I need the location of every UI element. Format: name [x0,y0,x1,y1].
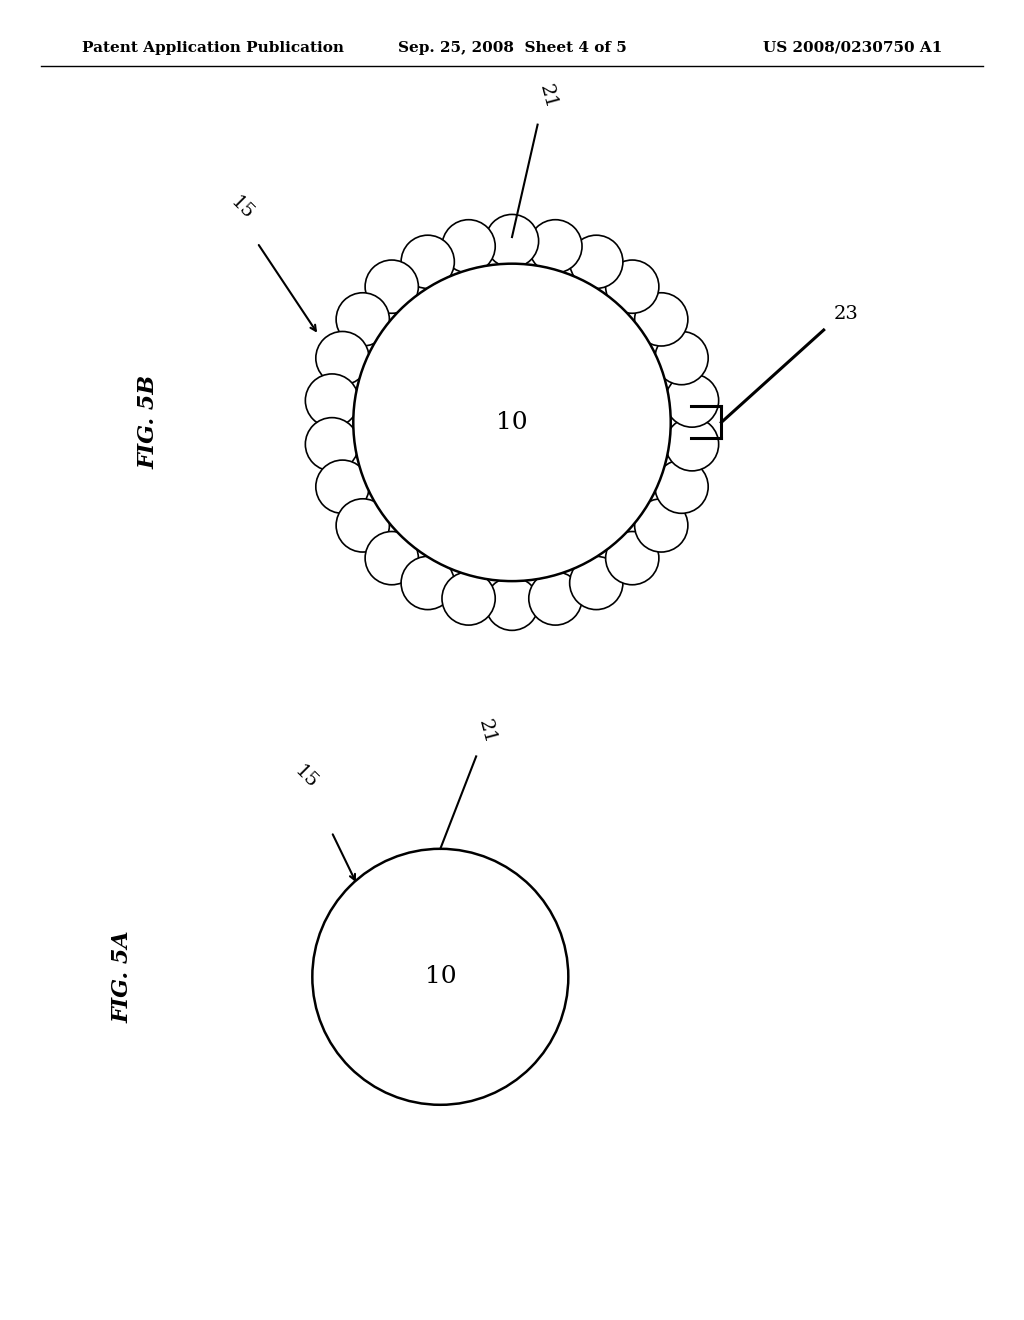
Ellipse shape [485,214,539,268]
Ellipse shape [569,235,623,289]
Ellipse shape [312,849,568,1105]
Text: FIG. 5A: FIG. 5A [112,931,134,1023]
Text: 21: 21 [474,717,499,746]
Text: 15: 15 [226,193,257,223]
Ellipse shape [635,293,688,346]
Text: US 2008/0230750 A1: US 2008/0230750 A1 [763,41,942,54]
Text: 15: 15 [291,762,322,792]
Ellipse shape [655,331,709,384]
Ellipse shape [528,572,582,626]
Ellipse shape [315,331,369,384]
Text: 10: 10 [425,965,456,989]
Ellipse shape [305,374,358,428]
Ellipse shape [442,219,496,273]
Text: 10: 10 [497,411,527,434]
Text: 21: 21 [536,83,560,111]
Ellipse shape [336,293,389,346]
Ellipse shape [315,461,369,513]
Ellipse shape [655,461,709,513]
Ellipse shape [528,219,582,273]
Ellipse shape [635,499,688,552]
Ellipse shape [605,260,658,313]
Ellipse shape [401,556,455,610]
Ellipse shape [336,499,389,552]
Text: FIG. 5B: FIG. 5B [137,375,160,470]
Ellipse shape [485,577,539,631]
Ellipse shape [442,572,496,626]
Text: Sep. 25, 2008  Sheet 4 of 5: Sep. 25, 2008 Sheet 4 of 5 [397,41,627,54]
Ellipse shape [569,556,623,610]
Ellipse shape [353,264,671,581]
Ellipse shape [666,374,719,428]
Ellipse shape [401,235,455,289]
Ellipse shape [366,532,419,585]
Text: 23: 23 [834,305,859,323]
Text: Patent Application Publication: Patent Application Publication [82,41,344,54]
Ellipse shape [605,532,658,585]
Ellipse shape [305,417,358,471]
Ellipse shape [366,260,419,313]
Ellipse shape [666,417,719,471]
